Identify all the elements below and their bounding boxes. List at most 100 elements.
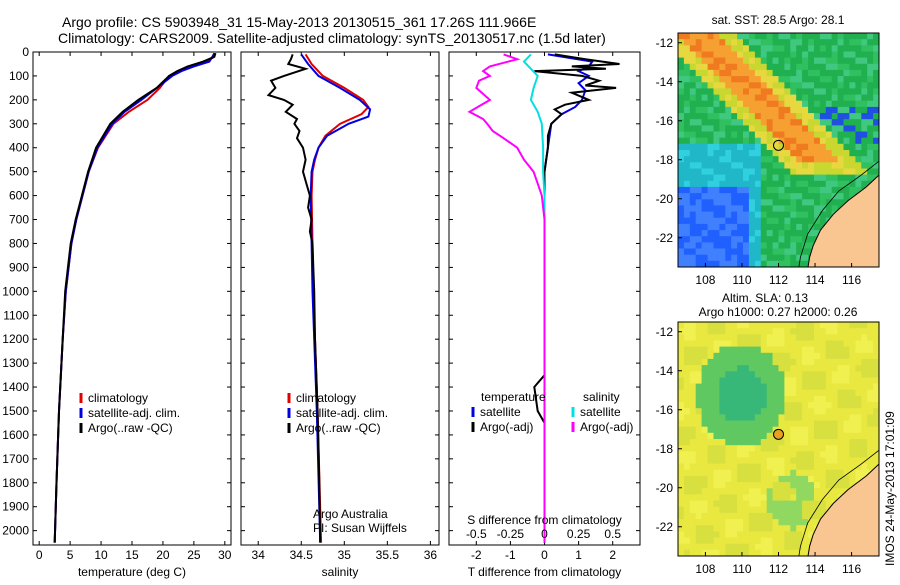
map-cell	[778, 488, 785, 496]
map-cell	[819, 395, 827, 403]
map-cell	[837, 199, 845, 207]
map-cell	[743, 51, 750, 59]
map-cell	[743, 512, 750, 520]
map-cell	[737, 420, 744, 428]
map-cell	[819, 420, 827, 428]
map-cell	[808, 358, 815, 366]
map-cell	[743, 223, 750, 231]
map-cell	[719, 463, 726, 471]
map-cell	[861, 457, 868, 465]
map-cell	[802, 358, 809, 366]
map-cell	[748, 346, 756, 354]
map-cell	[748, 322, 756, 329]
map-cell	[683, 143, 691, 151]
map-cell	[873, 156, 879, 163]
map-cell	[843, 469, 850, 477]
map-cell	[737, 76, 744, 83]
map-cell	[766, 39, 774, 46]
map-cell	[689, 174, 697, 182]
map-cell	[784, 199, 791, 207]
map-cell	[861, 119, 868, 126]
map-cell	[814, 488, 821, 496]
map-cell	[701, 217, 709, 225]
map-cell	[701, 88, 709, 96]
map-cell	[725, 82, 732, 90]
map-cell	[784, 340, 791, 348]
map-cell	[808, 39, 815, 46]
map-cell	[678, 143, 685, 151]
map-cell	[719, 230, 726, 237]
map-cell	[849, 57, 856, 65]
map-cell	[808, 156, 815, 163]
map-cell	[695, 260, 703, 267]
map-cell	[772, 69, 780, 77]
map-cell	[760, 180, 768, 188]
map-cell	[819, 113, 827, 120]
map-cell	[725, 395, 732, 403]
map-cell	[819, 143, 827, 151]
map-y-tick-label: -16	[656, 403, 674, 417]
map-cell	[861, 469, 868, 477]
map-cell	[725, 475, 732, 483]
map-cell	[760, 33, 768, 40]
map-cell	[695, 150, 703, 157]
map-cell	[731, 106, 738, 114]
map-cell	[778, 260, 785, 267]
map-cell	[731, 537, 738, 545]
map-cell	[689, 137, 697, 145]
map-cell	[831, 463, 839, 471]
map-cell	[707, 143, 715, 151]
map-cell	[701, 414, 709, 422]
map-cell	[713, 113, 720, 120]
map-cell	[784, 137, 791, 145]
map-cell	[760, 512, 768, 520]
map-cell	[743, 463, 750, 471]
map-cell	[678, 512, 685, 520]
map-cell	[748, 432, 756, 440]
map-cell	[819, 57, 827, 65]
map-cell	[701, 131, 709, 139]
map-cell	[808, 475, 815, 483]
map-cell	[725, 352, 732, 360]
map-cell	[849, 88, 856, 96]
map-cell	[855, 45, 862, 53]
map-cell	[683, 94, 691, 102]
map-cell	[772, 199, 780, 207]
map-cell	[719, 242, 726, 250]
map-cell	[743, 100, 750, 108]
map-cell	[814, 439, 821, 446]
map-cell	[766, 322, 774, 329]
map-cell	[867, 463, 874, 471]
map-cell	[825, 180, 833, 188]
map-cell	[719, 63, 726, 71]
map-cell	[843, 57, 850, 65]
map-cell	[772, 186, 780, 194]
map-cell	[766, 217, 774, 225]
map-cell	[719, 57, 726, 65]
map-cell	[707, 322, 715, 329]
map-cell	[814, 383, 821, 391]
map-cell	[713, 125, 720, 133]
map-cell	[678, 475, 685, 483]
map-cell	[695, 82, 703, 90]
map-cell	[695, 100, 703, 108]
map-cell	[748, 500, 756, 508]
map-cell	[707, 537, 715, 545]
map-cell	[784, 475, 791, 483]
x-axis-label: temperature (deg C)	[78, 565, 186, 579]
map-cell	[867, 457, 874, 465]
map-cell	[855, 119, 862, 126]
map-cell	[743, 439, 750, 446]
map-cell	[814, 408, 821, 415]
map-cell	[731, 420, 738, 428]
map-cell	[678, 494, 685, 502]
map-cell	[725, 371, 732, 379]
map-cell	[825, 51, 833, 59]
map-cell	[796, 248, 803, 256]
map-cell	[725, 119, 732, 126]
map-cell	[743, 383, 750, 391]
map-cell	[772, 346, 780, 354]
map-cell	[695, 328, 703, 335]
map-cell	[748, 254, 756, 262]
map-cell	[819, 488, 827, 496]
